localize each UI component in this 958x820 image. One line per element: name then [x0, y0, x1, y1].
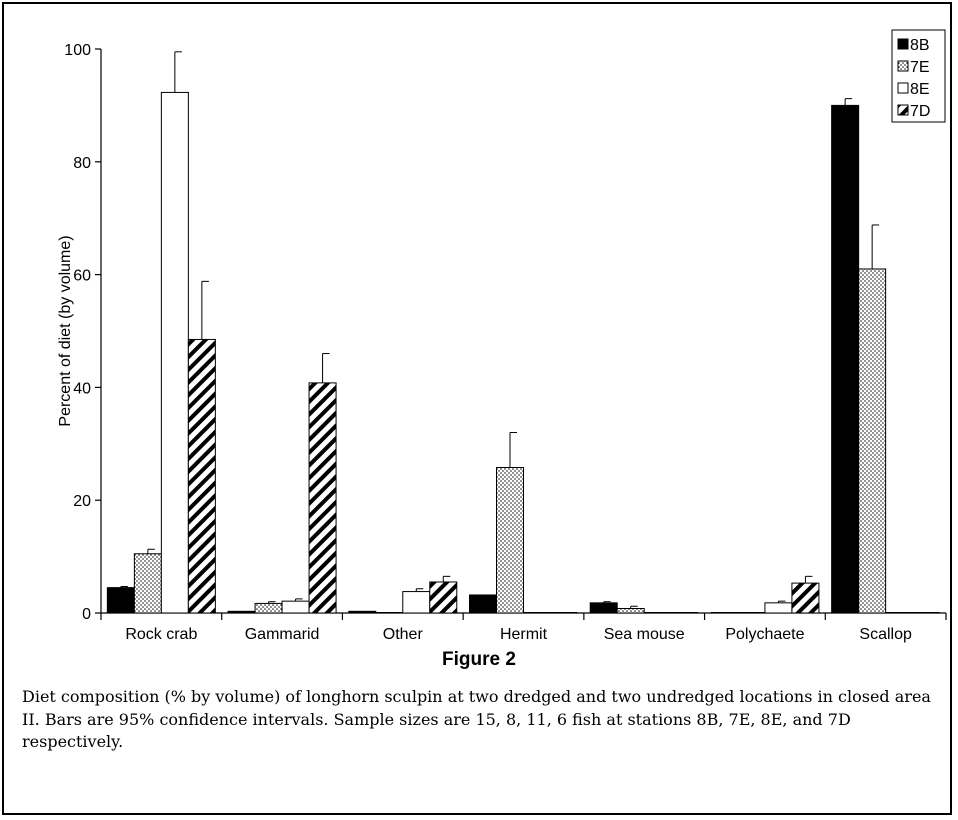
legend: 8B 7E 8E 7D	[891, 29, 946, 123]
bar-8E-0	[160, 91, 189, 614]
bar-7E-3	[496, 466, 524, 614]
bar-8E-5	[764, 602, 793, 614]
bar-8B-6	[831, 104, 860, 614]
x-tick-label: Polychaete	[725, 626, 804, 643]
bar-8B-0	[106, 587, 135, 614]
x-tick-label: Gammarid	[245, 626, 320, 643]
x-tick-label: Other	[383, 626, 424, 643]
figure-caption: Diet composition (% by volume) of longho…	[22, 687, 931, 751]
y-tick-label: 0	[82, 606, 91, 623]
legend-swatch-7D	[897, 104, 909, 116]
legend-label-7D: 7D	[910, 103, 930, 120]
bar-8B-1	[227, 610, 256, 614]
legend-label-7E: 7E	[910, 59, 930, 76]
bar-8B-4	[589, 602, 618, 614]
bar-7D-0	[187, 338, 216, 614]
bar-7E-1	[254, 602, 283, 614]
bar-8E-2	[402, 591, 431, 614]
bar-8E-1	[281, 600, 310, 614]
legend-swatch-7E	[897, 60, 909, 72]
legend-swatch-8E	[897, 82, 909, 94]
bar-7E-6	[858, 268, 887, 614]
y-tick-label: 20	[73, 493, 91, 510]
y-tick-label: 40	[73, 380, 91, 397]
x-tick-label: Sea mouse	[604, 626, 685, 643]
y-tick-label: 80	[73, 155, 91, 172]
y-tick-label: 100	[64, 42, 91, 59]
legend-label-8E: 8E	[910, 81, 930, 98]
y-axis-label: Percent of diet (by volume)	[57, 235, 74, 426]
bar-8B-2	[348, 610, 377, 614]
bar-7E-0	[133, 553, 162, 614]
bar-7D-5	[791, 582, 820, 614]
figure-label: Figure 2	[442, 649, 516, 670]
bar-7D-2	[429, 581, 458, 614]
y-tick-label: 60	[73, 268, 91, 285]
legend-label-8B: 8B	[910, 37, 930, 54]
bar-7D-1	[308, 382, 337, 614]
legend-swatch-8B	[897, 38, 909, 50]
bar-8B-3	[469, 594, 497, 614]
x-tick-label: Rock crab	[125, 626, 197, 643]
bars	[106, 91, 940, 614]
bar-7E-4	[616, 607, 645, 614]
error-bars	[120, 51, 880, 609]
x-tick-label: Scallop	[859, 626, 912, 643]
x-tick-label: Hermit	[500, 626, 548, 643]
